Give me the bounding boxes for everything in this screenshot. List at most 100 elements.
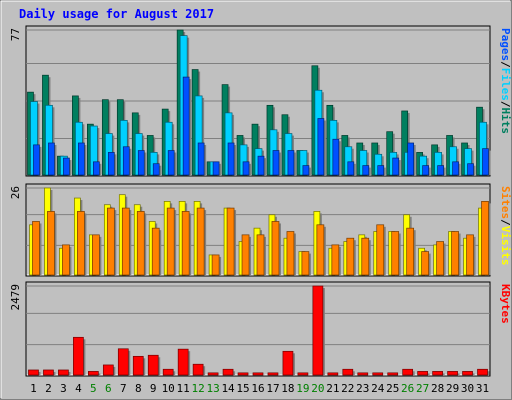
bar-pages-13 [212, 161, 222, 176]
bar-kbytes-3 [58, 369, 71, 376]
bar-sites-30 [466, 234, 476, 276]
bar-pages-9-fill [152, 163, 160, 176]
bar-sites-16 [256, 234, 266, 276]
bar-pages-30-fill [467, 163, 474, 176]
bar-sites-28-fill [436, 241, 444, 276]
legend-part: Visits [499, 226, 512, 266]
bar-kbytes-19-fill [297, 372, 309, 376]
bar-kbytes-13 [207, 372, 221, 376]
bar-kbytes-12 [192, 363, 206, 376]
bar-kbytes-28-fill [432, 371, 443, 376]
bar-sites-17-fill [271, 221, 280, 276]
bar-kbytes-18 [282, 350, 295, 376]
bar-sites-18 [286, 231, 296, 276]
bar-pages-20-fill [317, 118, 325, 176]
bar-pages-8 [137, 150, 147, 176]
y-max-label: 2479 [9, 284, 22, 311]
bar-pages-13-fill [212, 161, 220, 176]
x-tick-label-24: 24 [371, 382, 385, 395]
series-legend-label: KBytes [499, 284, 512, 324]
bar-kbytes-21-fill [327, 372, 339, 376]
series-sites [32, 201, 491, 276]
bar-pages-10-fill [167, 150, 175, 176]
bar-sites-2-fill [47, 211, 55, 276]
bar-kbytes-8-fill [132, 355, 144, 376]
x-tick-label-25: 25 [386, 382, 399, 395]
bar-pages-12 [197, 142, 207, 176]
bar-kbytes-30-fill [462, 371, 473, 376]
bar-pages-22-fill [347, 161, 355, 176]
bar-pages-15-fill [242, 161, 250, 176]
bar-pages-4-fill [78, 142, 85, 176]
bar-sites-8 [136, 211, 147, 276]
bar-pages-26-fill [407, 142, 415, 176]
x-tick-label-1: 1 [30, 382, 37, 395]
bar-sites-12 [196, 207, 207, 276]
bar-kbytes-22-fill [342, 368, 354, 376]
bar-pages-31 [482, 148, 491, 176]
chart-title: Daily usage for August 2017 [19, 7, 214, 21]
bar-pages-6-fill [107, 152, 115, 176]
bar-kbytes-26-fill [402, 368, 414, 376]
bar-pages-11 [182, 76, 192, 176]
bar-pages-11-fill [182, 76, 190, 176]
x-tick-label-16: 16 [251, 382, 264, 395]
bar-pages-7-fill [122, 146, 130, 176]
bar-pages-1-fill [33, 144, 40, 176]
bar-sites-16-fill [256, 234, 265, 276]
bar-pages-24-fill [377, 165, 385, 176]
bar-sites-4-fill [77, 211, 85, 276]
bar-kbytes-28 [432, 371, 445, 376]
bar-pages-25 [392, 157, 401, 176]
bar-sites-27-fill [421, 251, 429, 276]
bar-kbytes-26 [402, 368, 415, 376]
x-tick-label-23: 23 [356, 382, 369, 395]
bar-pages-1 [33, 144, 42, 176]
series-legend-label: Pages/Files/Hits [499, 28, 512, 134]
bar-pages-19 [302, 165, 311, 176]
bar-sites-24-fill [376, 224, 385, 276]
legend-part: / [499, 61, 512, 68]
bar-kbytes-12-fill [192, 363, 204, 376]
bar-sites-14-fill [226, 207, 235, 276]
bar-pages-3-fill [63, 157, 70, 176]
bar-kbytes-22 [342, 368, 355, 376]
bar-sites-10-fill [166, 207, 175, 276]
bar-sites-2 [47, 211, 57, 276]
bar-pages-29-fill [452, 161, 459, 176]
bar-pages-28 [437, 165, 446, 176]
bar-pages-19-fill [302, 165, 310, 176]
legend-part: KBytes [499, 284, 512, 324]
y-max-label: 77 [9, 28, 22, 41]
bar-kbytes-2 [43, 369, 56, 376]
bar-kbytes-23-fill [357, 372, 369, 376]
y-max-label: 26 [9, 186, 22, 199]
legend-part: Files [499, 68, 512, 101]
series-kbytes [28, 285, 490, 376]
bar-pages-20 [317, 118, 326, 176]
bar-pages-23-fill [362, 165, 370, 176]
bar-kbytes-9 [147, 354, 161, 376]
x-tick-label-12: 12 [192, 382, 205, 395]
bar-pages-31-fill [482, 148, 489, 176]
x-tick-label-29: 29 [446, 382, 459, 395]
bar-sites-22 [346, 237, 356, 276]
bar-pages-28-fill [437, 165, 444, 176]
bar-pages-16-fill [257, 155, 265, 176]
x-tick-label-8: 8 [135, 382, 142, 395]
bar-kbytes-15 [237, 372, 251, 376]
bar-kbytes-31-fill [477, 368, 488, 376]
bar-kbytes-6-fill [102, 364, 114, 376]
bar-pages-25-fill [392, 157, 400, 176]
bar-sites-24 [376, 224, 386, 276]
bar-pages-27-fill [422, 165, 429, 176]
bar-sites-19 [301, 251, 311, 276]
bar-kbytes-9-fill [147, 354, 159, 376]
bar-kbytes-4 [73, 336, 86, 376]
bar-sites-15 [241, 234, 252, 276]
bar-sites-20-fill [316, 224, 325, 276]
bar-sites-31-fill [481, 201, 489, 276]
panel-2: 26 Sites/Visits [9, 183, 512, 277]
x-axis-labels: 1 2 3 4 5 6 7 8 9 10 11 12 13 14 15 16 17 18 19 20 21 22 23 24 2… [30, 382, 489, 395]
